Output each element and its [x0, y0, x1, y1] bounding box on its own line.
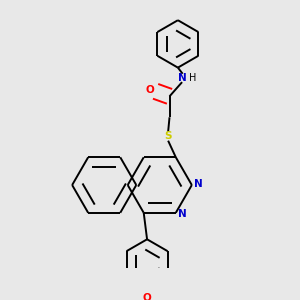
- Text: O: O: [143, 293, 152, 300]
- Text: S: S: [164, 131, 172, 141]
- Text: N: N: [194, 178, 203, 189]
- Text: H: H: [189, 73, 196, 83]
- Text: N: N: [178, 209, 187, 219]
- Text: N: N: [178, 73, 187, 83]
- Text: O: O: [145, 85, 154, 95]
